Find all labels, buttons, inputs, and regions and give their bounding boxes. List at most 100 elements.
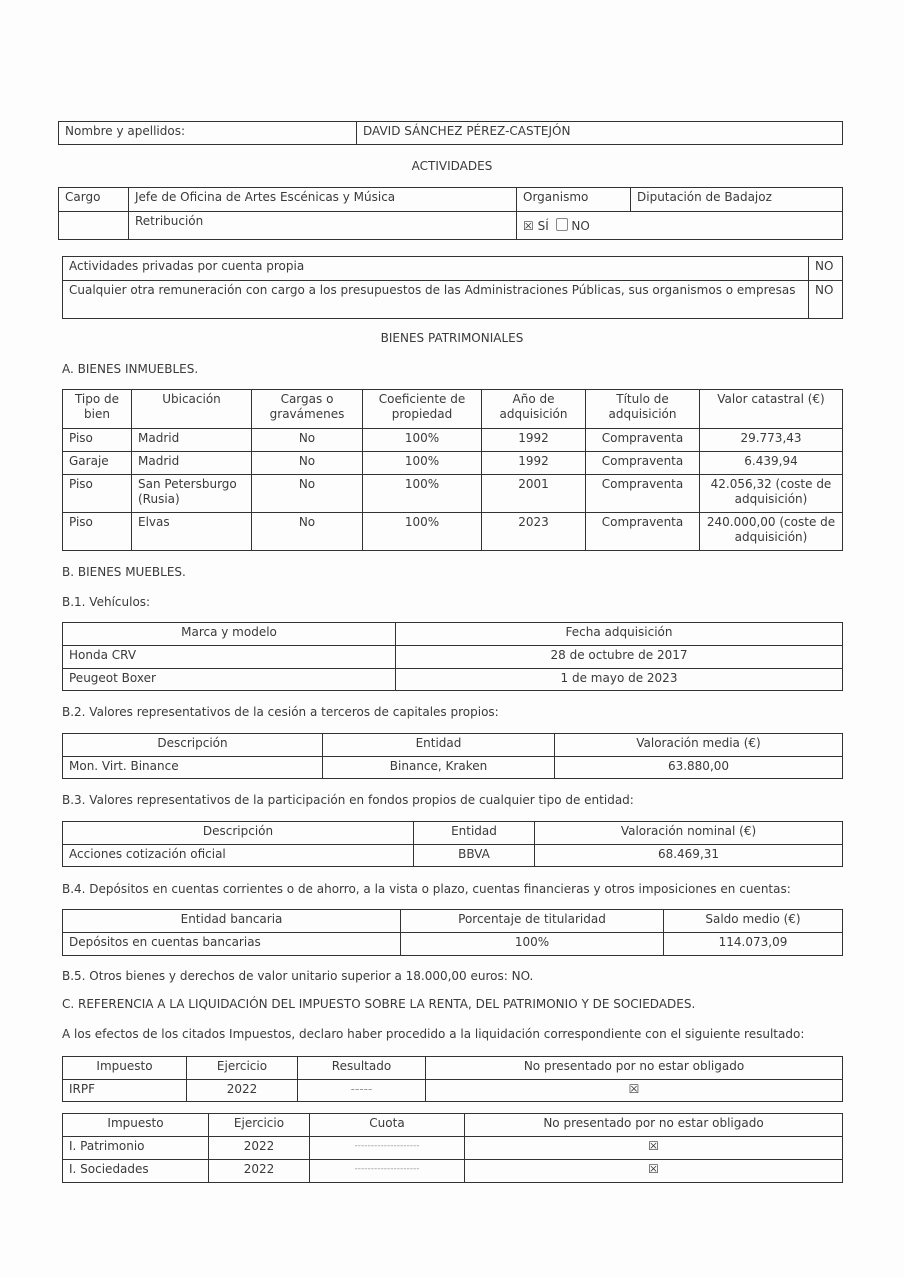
table-row: I. Sociedades 2022 -------------------- …	[62, 1159, 843, 1183]
header-cell: Porcentaje de titularidad	[400, 909, 664, 933]
table-row: Piso San Petersburgo (Rusia) No 100% 200…	[62, 474, 843, 513]
cargo-value: Jefe de Oficina de Artes Escénicas y Mús…	[128, 187, 517, 212]
other-remuneration-label: Cualquier otra remuneración con cargo a …	[62, 280, 809, 319]
cell: BBVA	[413, 844, 535, 867]
b4-table: Entidad bancaria Porcentaje de titularid…	[62, 909, 843, 956]
no-label: NO	[571, 219, 590, 233]
private-activity-label: Actividades privadas por cuenta propia	[62, 256, 809, 281]
cell: Piso	[62, 428, 132, 452]
name-value: DAVID SÁNCHEZ PÉREZ-CASTEJÓN	[356, 121, 843, 145]
cell: Compraventa	[585, 474, 700, 513]
b2-table: Descripción Entidad Valoración media (€)…	[62, 733, 843, 779]
cell: 114.073,09	[663, 932, 843, 956]
checked-box: ☒	[464, 1159, 843, 1183]
header-cell: Cargas o gravámenes	[251, 389, 363, 429]
b3-title: B.3. Valores representativos de la parti…	[62, 793, 634, 807]
other-remuneration-value: NO	[808, 280, 843, 319]
cell: IRPF	[62, 1079, 187, 1102]
cell: 42.056,32 (coste de adquisición)	[699, 474, 843, 513]
taxes-intro: A los efectos de los citados Impuestos, …	[62, 1027, 805, 1041]
table-row: IRPF 2022 ----- ☒	[62, 1079, 843, 1102]
assets-title: BIENES PATRIMONIALES	[380, 331, 524, 345]
cell: 2001	[481, 474, 586, 513]
table-row: I. Patrimonio 2022 -------------------- …	[62, 1136, 843, 1160]
header-cell: Descripción	[62, 821, 414, 845]
table-row: Piso Elvas No 100% 2023 Compraventa 240.…	[62, 512, 843, 551]
cell: --------------------	[309, 1136, 465, 1160]
header-cell: Entidad	[322, 733, 555, 757]
cell: Compraventa	[585, 451, 700, 475]
cell: --------------------	[309, 1159, 465, 1183]
header-cell: Valoración nominal (€)	[534, 821, 843, 845]
header-cell: Impuesto	[62, 1056, 187, 1080]
b2-title: B.2. Valores representativos de la cesió…	[62, 705, 499, 719]
cell: 100%	[400, 932, 664, 956]
header-cell: Título de adquisición	[585, 389, 700, 429]
cell: 2022	[208, 1136, 310, 1160]
cell: Piso	[62, 474, 132, 513]
other-taxes-table: Impuesto Ejercicio Cuota No presentado p…	[62, 1113, 843, 1183]
cell: 29.773,43	[699, 428, 843, 452]
cell: Honda CRV	[62, 645, 396, 669]
cargo-table: Cargo Jefe de Oficina de Artes Escénicas…	[58, 187, 843, 240]
cell: I. Patrimonio	[62, 1136, 209, 1160]
irpf-table: Impuesto Ejercicio Resultado No presenta…	[62, 1056, 843, 1102]
header-cell: Año de adquisición	[481, 389, 586, 429]
header-cell: Saldo medio (€)	[663, 909, 843, 933]
name-label: Nombre y apellidos:	[58, 121, 357, 145]
private-activities-table: Actividades privadas por cuenta propia N…	[62, 256, 843, 319]
taxes-title: C. REFERENCIA A LA LIQUIDACIÓN DEL IMPUE…	[62, 997, 696, 1011]
b5-text: B.5. Otros bienes y derechos de valor un…	[62, 969, 534, 983]
vehicles-table: Marca y modelo Fecha adquisición Honda C…	[62, 622, 843, 691]
cell: 100%	[362, 428, 482, 452]
header-cell: Ejercicio	[186, 1056, 298, 1080]
header-cell: Valor catastral (€)	[699, 389, 843, 429]
cell: 28 de octubre de 2017	[395, 645, 843, 669]
b4-title: B.4. Depósitos en cuentas corrientes o d…	[62, 882, 791, 896]
cell: Depósitos en cuentas bancarias	[62, 932, 401, 956]
si-checkbox-checked[interactable]: ☒	[523, 219, 534, 233]
real-estate-title: A. BIENES INMUEBLES.	[62, 362, 199, 376]
cell: 100%	[362, 474, 482, 513]
b3-table: Descripción Entidad Valoración nominal (…	[62, 821, 843, 867]
header-cell: Descripción	[62, 733, 323, 757]
table-row: Honda CRV 28 de octubre de 2017	[62, 645, 843, 669]
cell: Madrid	[131, 428, 252, 452]
cell: Garaje	[62, 451, 132, 475]
header-cell: Cuota	[309, 1113, 465, 1137]
cell: Mon. Virt. Binance	[62, 756, 323, 779]
cell: Madrid	[131, 451, 252, 475]
empty-cell	[58, 211, 129, 240]
header-cell: No presentado por no estar obligado	[425, 1056, 843, 1080]
cell: 240.000,00 (coste de adquisición)	[699, 512, 843, 551]
name-table: Nombre y apellidos: DAVID SÁNCHEZ PÉREZ-…	[58, 121, 843, 145]
table-row: Mon. Virt. Binance Binance, Kraken 63.88…	[62, 756, 843, 779]
header-cell: No presentado por no estar obligado	[464, 1113, 843, 1137]
cell: I. Sociedades	[62, 1159, 209, 1183]
cell: Piso	[62, 512, 132, 551]
cell: 6.439,94	[699, 451, 843, 475]
cell: -----	[297, 1079, 426, 1102]
table-row: Depósitos en cuentas bancarias 100% 114.…	[62, 932, 843, 956]
cell: Acciones cotización oficial	[62, 844, 414, 867]
header-cell: Ejercicio	[208, 1113, 310, 1137]
vehicles-title: B.1. Vehículos:	[62, 595, 151, 609]
header-cell: Entidad	[413, 821, 535, 845]
header-cell: Fecha adquisición	[395, 622, 843, 646]
cell: 2022	[208, 1159, 310, 1183]
table-row: Garaje Madrid No 100% 1992 Compraventa 6…	[62, 451, 843, 475]
cell: No	[251, 512, 363, 551]
cell: 1992	[481, 451, 586, 475]
no-checkbox[interactable]	[555, 218, 568, 231]
header-cell: Resultado	[297, 1056, 426, 1080]
header-cell: Tipo de bien	[62, 389, 132, 429]
movables-title: B. BIENES MUEBLES.	[62, 565, 186, 579]
cell: Elvas	[131, 512, 252, 551]
cell: 100%	[362, 451, 482, 475]
table-header-row: Tipo de bien Ubicación Cargas o gravámen…	[62, 389, 843, 429]
cell: Compraventa	[585, 512, 700, 551]
activities-title: ACTIVIDADES	[411, 159, 493, 173]
cell: 100%	[362, 512, 482, 551]
cell: 63.880,00	[554, 756, 843, 779]
